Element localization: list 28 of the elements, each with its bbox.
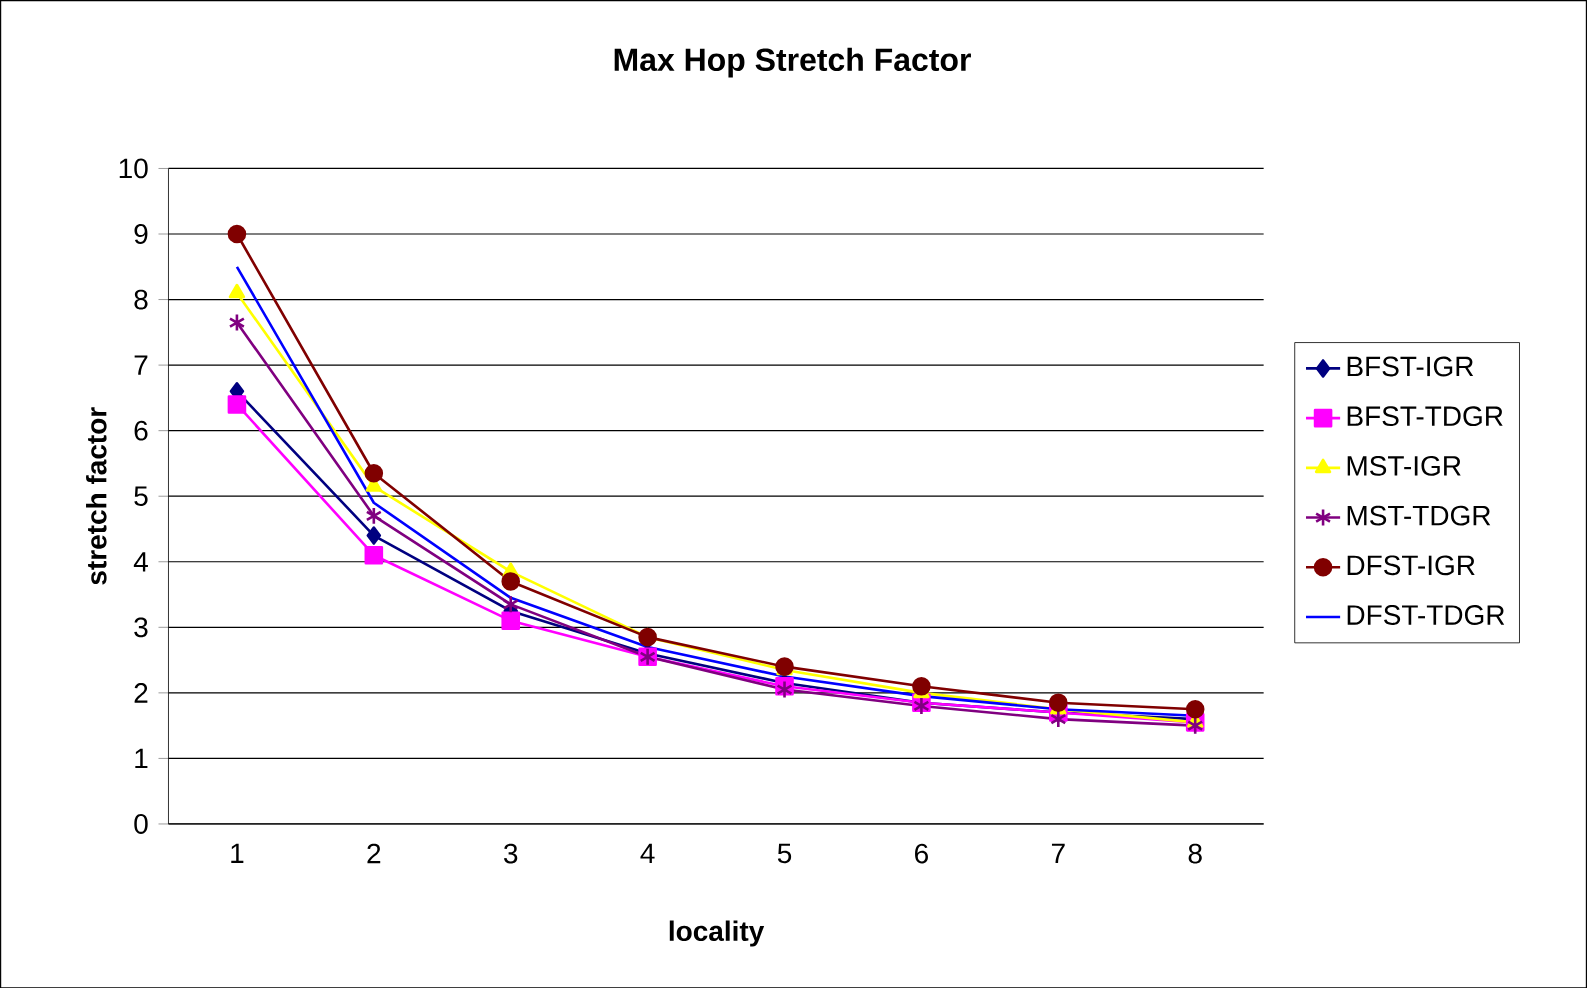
x-tick-label: 8	[1188, 843, 1202, 864]
legend-label: MST-IGR	[1347, 455, 1461, 476]
y-tick-label: 10	[119, 158, 148, 179]
y-tick-label: 4	[133, 551, 148, 572]
y-tick-label: 1	[135, 748, 148, 768]
y-tick-label: 0	[134, 813, 148, 834]
y-axis-title: stretch factor	[86, 407, 107, 585]
x-tick-label: 5	[777, 843, 792, 863]
x-tick-label: 2	[367, 843, 381, 863]
x-tick-label: 7	[1051, 843, 1065, 863]
y-tick-label: 7	[134, 355, 148, 375]
y-tick-label: 2	[134, 682, 148, 703]
x-tick-label: 1	[231, 843, 244, 863]
legend-label: DFST-TDGR	[1347, 604, 1505, 625]
legend-label: MST-TDGR	[1347, 505, 1491, 526]
x-tick-label: 4	[640, 843, 655, 863]
legend-label: BFST-IGR	[1347, 356, 1474, 377]
legend-label: BFST-TDGR	[1347, 406, 1503, 426]
x-axis-title: locality	[669, 920, 765, 947]
y-tick-label: 9	[134, 223, 148, 244]
legend-label: DFST-IGR	[1347, 555, 1475, 576]
y-tick-label: 5	[134, 486, 148, 506]
chart-title: Max Hop Stretch Factor	[614, 47, 971, 78]
y-tick-label: 3	[134, 617, 148, 638]
y-tick-label: 6	[134, 420, 148, 441]
x-tick-label: 6	[915, 843, 928, 864]
y-tick-label: 8	[134, 289, 148, 310]
x-tick-label: 3	[504, 843, 518, 864]
